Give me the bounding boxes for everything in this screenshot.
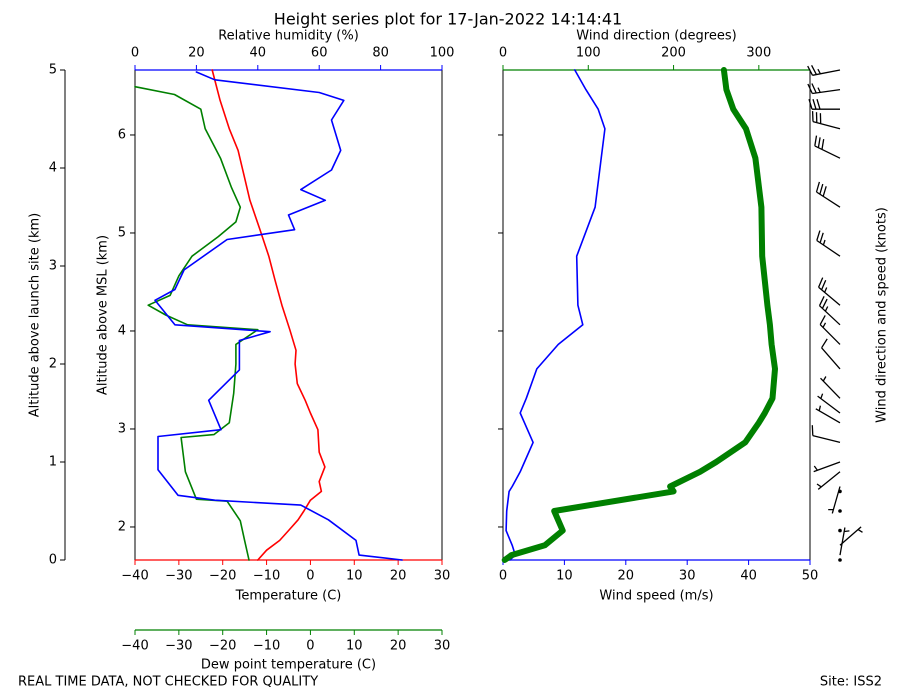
wind-barb: [815, 405, 841, 424]
y-tick-label: 1: [49, 455, 57, 470]
y-axis-label: Altitude above launch site (km): [28, 213, 43, 417]
wind-barb: [815, 181, 841, 208]
y-tick-label: 4: [49, 161, 57, 176]
wind-barb: [811, 425, 841, 444]
x-tick-label: 0: [306, 569, 314, 584]
x-tick-label: 100: [576, 46, 601, 61]
x-tick-label: 50: [802, 569, 819, 584]
y2-axis-label: Altitude above MSL (km): [96, 235, 111, 395]
x-tick-label: 10: [346, 639, 363, 654]
x-tick-label: −30: [165, 569, 192, 584]
y2-tick-label: 3: [118, 421, 126, 436]
y2-tick-label: 4: [118, 323, 126, 338]
y-tick-label: 2: [49, 357, 57, 372]
plot-frame: [134, 69, 443, 561]
x-tick-label: 30: [434, 639, 451, 654]
x-tick-label: 0: [499, 46, 507, 61]
x-tick-label: −10: [253, 639, 280, 654]
x-tick-label: −40: [121, 639, 148, 654]
x-tick-label: 20: [188, 46, 205, 61]
wind-barb: [808, 99, 840, 110]
wind-barb: [818, 277, 841, 306]
y2-tick-label: 2: [118, 519, 126, 534]
wind-barb: [818, 296, 841, 326]
x-tick-label: 0: [499, 569, 507, 584]
x-tick-label: 60: [311, 46, 328, 61]
x-tick-label: 20: [390, 569, 407, 584]
x-tick-label: 300: [746, 46, 771, 61]
y-tick-label: 3: [49, 259, 57, 274]
profile-line: [505, 69, 606, 561]
plot-frame: [502, 69, 811, 561]
x-tick-label: 0: [131, 46, 139, 61]
wind-barb: [813, 461, 841, 473]
x-axis-label: Temperature (C): [235, 589, 342, 604]
wind-barb: [839, 527, 850, 556]
x-tick-label: 40: [250, 46, 267, 61]
x-tick-label: 100: [430, 46, 455, 61]
profile-line: [211, 69, 326, 561]
x-tick-label: 10: [556, 569, 573, 584]
y-tick-label: 5: [49, 63, 57, 78]
x-tick-label: −30: [165, 639, 192, 654]
x-tick-label: 20: [390, 639, 407, 654]
profile-line: [154, 71, 403, 561]
x-tick-label: 0: [306, 639, 314, 654]
x-tick-label: 20: [618, 569, 635, 584]
wind-barb: [839, 526, 863, 546]
site-label: Site: ISS2: [820, 675, 882, 690]
y-tick-label: 0: [49, 553, 57, 568]
wind-barb: [820, 376, 841, 399]
x-tick-label: −20: [209, 639, 236, 654]
footer-note: REAL TIME DATA, NOT CHECKED FOR QUALITY: [18, 675, 318, 690]
x-tick-label: 80: [372, 46, 389, 61]
wind-barb: [816, 471, 841, 490]
wind-barb: [817, 393, 841, 414]
wind-barb: [814, 135, 841, 159]
x-tick-label: −20: [209, 569, 236, 584]
wind-direction-trace: [501, 67, 778, 563]
x-axis-label: Wind speed (m/s): [599, 589, 713, 604]
x-tick-label: −40: [121, 569, 148, 584]
wind-barb-calm: [838, 509, 842, 513]
profile-line: [134, 85, 259, 561]
wind-barb: [821, 338, 841, 370]
y2-tick-label: 5: [118, 225, 126, 240]
wind-barb: [807, 65, 841, 76]
wind-barb: [816, 230, 841, 257]
wind-barb: [828, 486, 841, 514]
x-axis-label: Relative humidity (%): [218, 29, 359, 44]
x-tick-label: 10: [346, 569, 363, 584]
wind-barb: [811, 111, 841, 130]
wind-barb-calm: [838, 558, 842, 562]
wind-barb-calm: [838, 528, 842, 533]
x-tick-label: −10: [253, 569, 280, 584]
x-axis-label: Dew point temperature (C): [201, 658, 376, 673]
x-tick-label: 30: [434, 569, 451, 584]
x-axis-label: Wind direction (degrees): [576, 29, 736, 44]
x-tick-label: 200: [661, 46, 686, 61]
wind-barb: [807, 83, 841, 95]
barbs-label: Wind direction and speed (knots): [875, 207, 890, 423]
chart-title: Height series plot for 17-Jan-2022 14:14…: [274, 10, 622, 29]
y2-tick-label: 6: [118, 127, 126, 142]
wind-barb: [819, 315, 841, 345]
x-tick-label: 40: [740, 569, 757, 584]
x-tick-label: 30: [679, 569, 696, 584]
